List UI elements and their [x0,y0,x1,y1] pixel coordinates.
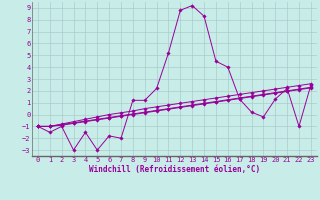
X-axis label: Windchill (Refroidissement éolien,°C): Windchill (Refroidissement éolien,°C) [89,165,260,174]
